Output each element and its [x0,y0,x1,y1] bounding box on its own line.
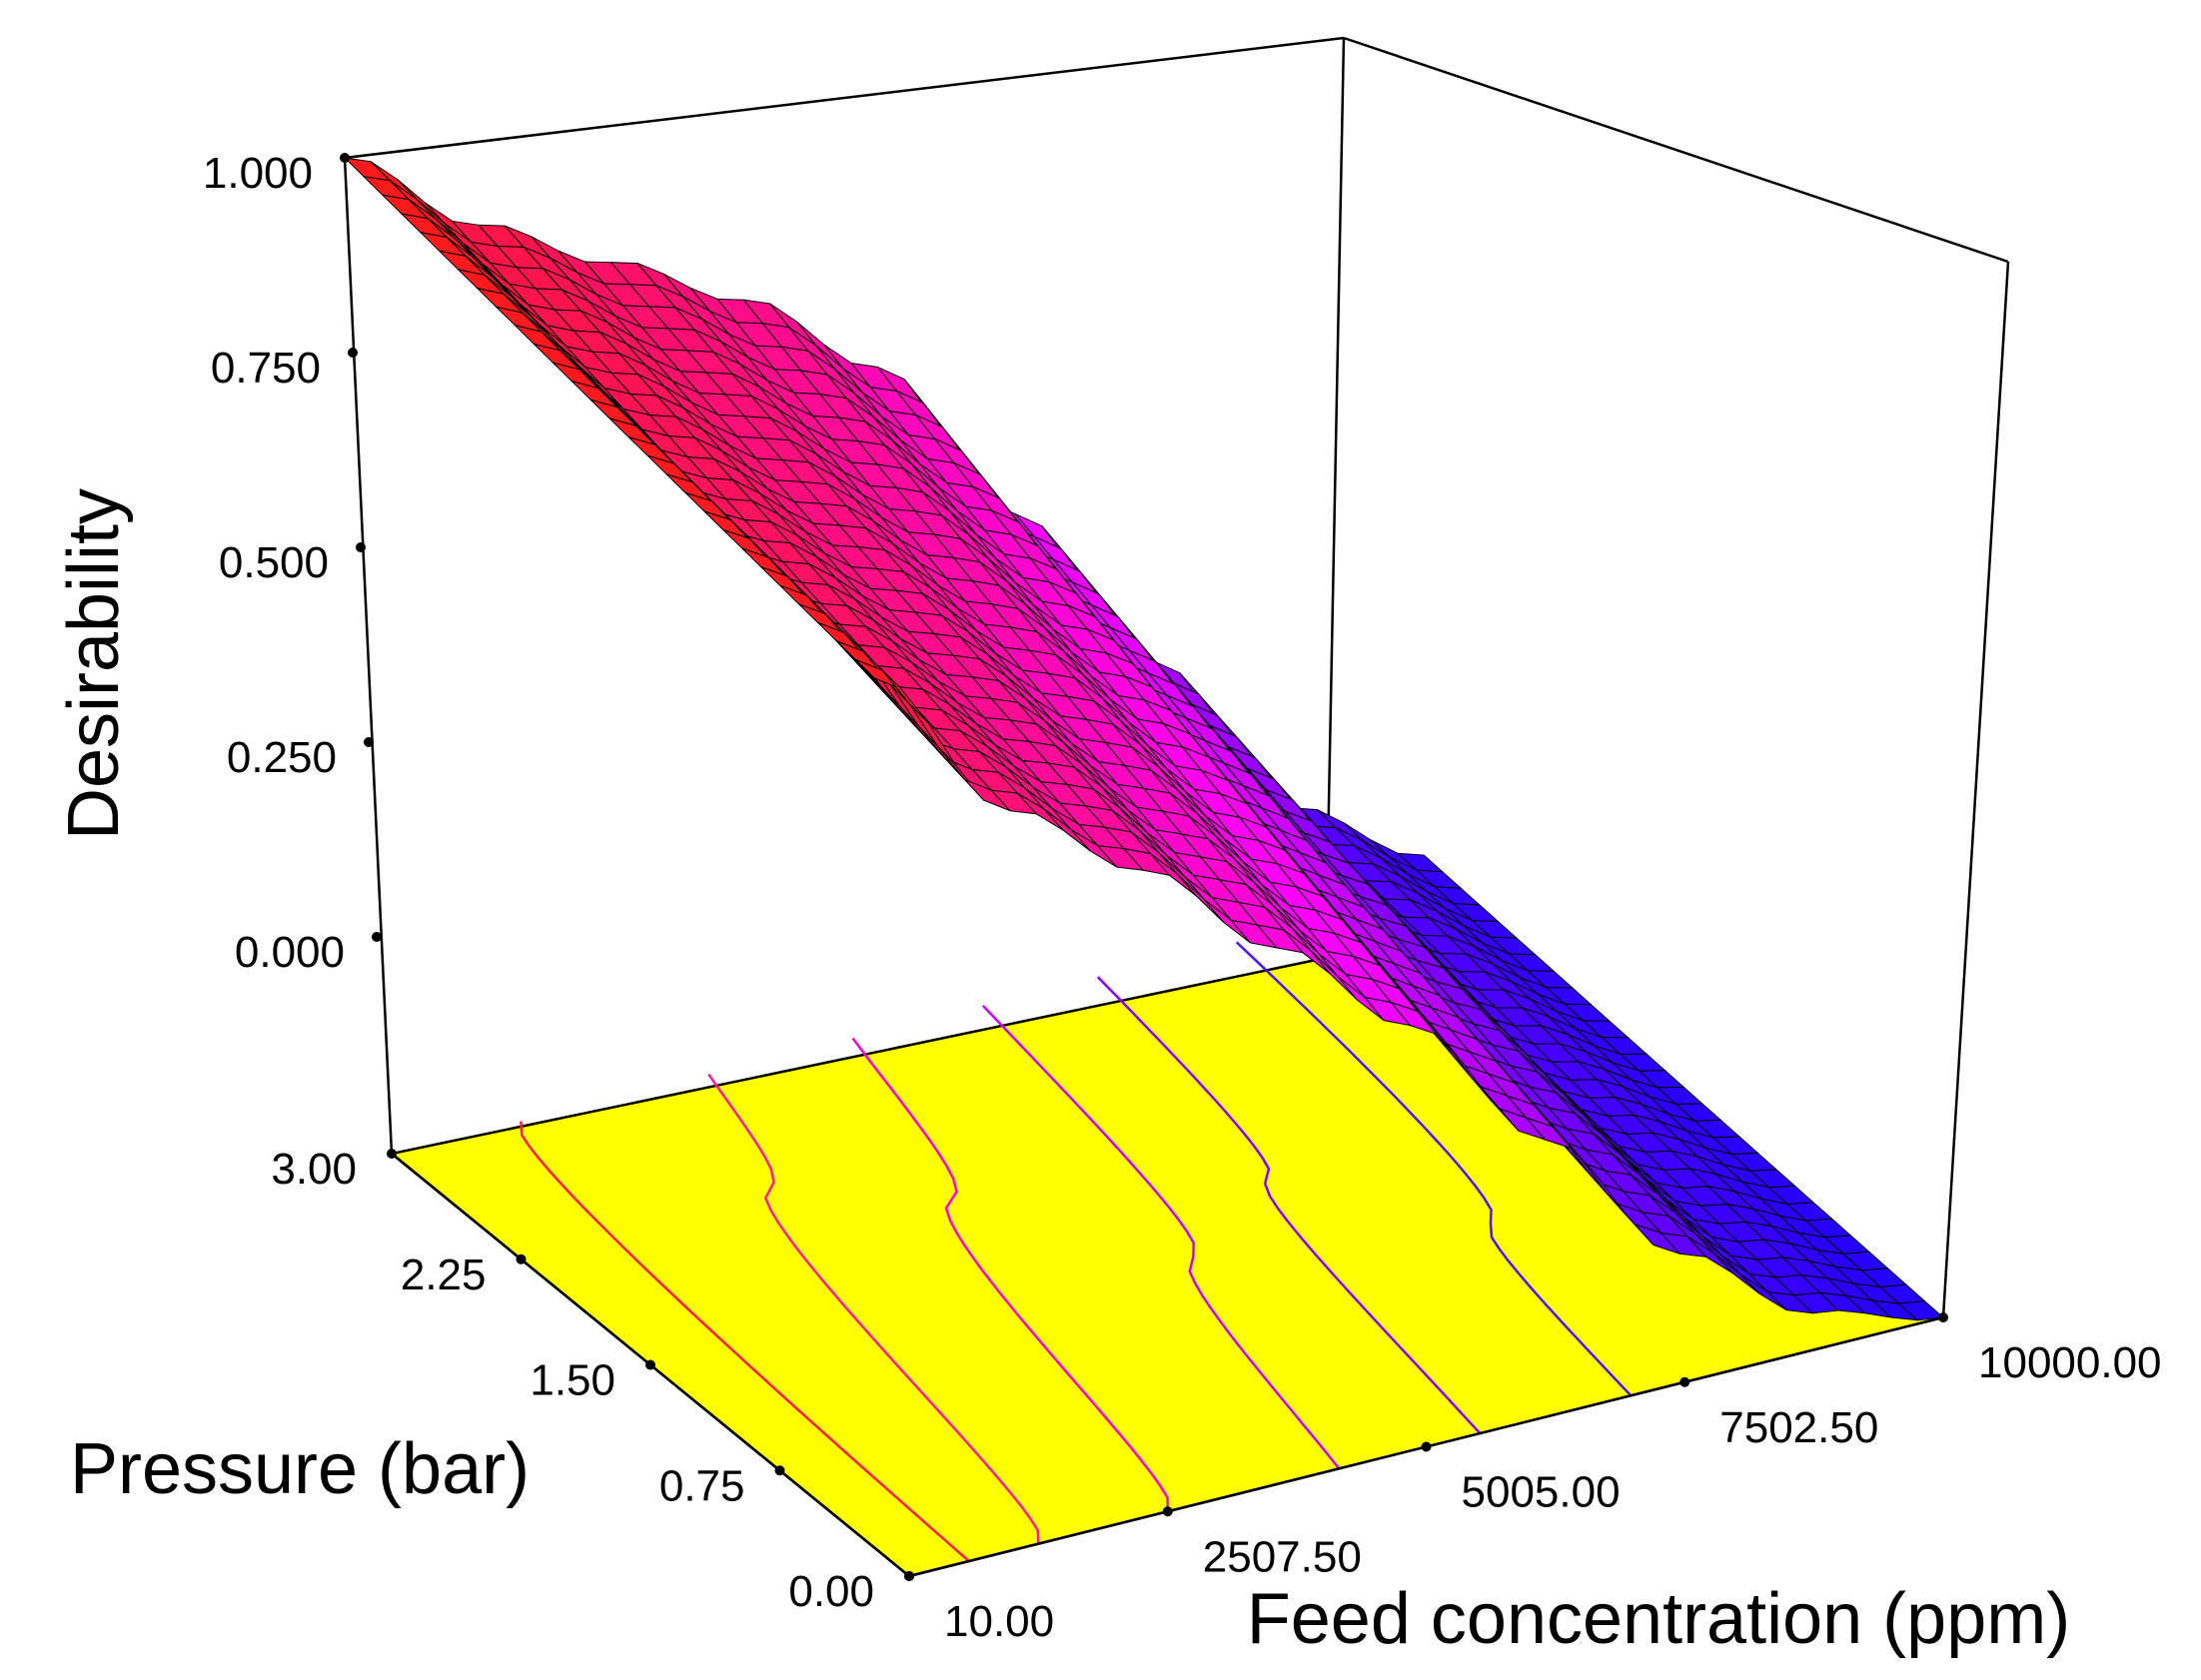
y-tick-mark [645,1359,655,1370]
z-tick-mark [348,348,358,358]
floor-contours [520,941,1633,1562]
y-tick-label: 0.00 [788,1567,874,1616]
z-tick-label: 0.750 [211,344,321,393]
x-tick-mark [904,1571,914,1581]
x-tick-label: 2507.50 [1203,1532,1362,1581]
y-tick-mark [774,1465,785,1476]
y-tick-label: 0.75 [659,1461,745,1510]
x-tick-label: 5005.00 [1462,1468,1621,1517]
y-axis-label: Pressure (bar) [70,1429,530,1509]
frame-top-right-edge [1343,36,2009,264]
y-tick-label: 3.00 [271,1145,357,1194]
x-tick-mark [1679,1376,1690,1387]
z-tick-label: 1.000 [203,149,313,198]
x-tick-mark [1421,1441,1432,1452]
contour-line [981,1005,1341,1470]
frame-right-vertical-edge [1941,261,2010,1318]
y-axis-ticks: 3.00 2.25 1.50 0.75 0.00 [271,1145,914,1616]
x-axis-ticks: 10.00 2507.50 5005.00 7502.50 10000.00 [904,1312,2162,1646]
frame-back-vertical-edge [1324,37,1346,959]
contour-line [1096,976,1482,1434]
contour-line [520,1121,970,1562]
z-tick-label: 0.500 [219,538,329,587]
z-tick-label: 0.000 [235,928,345,977]
z-axis-label: Desirability [54,488,134,840]
z-tick-mark [356,542,366,552]
desirability-surface [343,157,1945,1321]
z-tick-mark [340,153,350,163]
x-tick-label: 10.00 [944,1597,1054,1646]
frame-left-vertical-edge [343,157,394,1155]
z-tick-mark [364,737,374,747]
y-tick-label: 2.25 [401,1251,487,1299]
contour-line [851,1037,1169,1512]
y-tick-mark [387,1149,397,1159]
z-tick-mark [372,932,382,942]
contour-line [707,1073,1040,1544]
z-axis-ticks: 1.000 0.750 0.500 0.250 0.000 [203,149,382,977]
x-tick-label: 10000.00 [1978,1338,2162,1387]
x-axis-label: Feed concentration (ppm) [1247,1579,2070,1659]
frame-top-left-edge [344,36,1345,160]
x-tick-mark [1162,1506,1173,1517]
z-tick-label: 0.250 [227,733,337,782]
x-tick-label: 7502.50 [1719,1403,1878,1452]
contour-line [1235,941,1633,1397]
box-back-frame [343,36,2010,1318]
y-tick-label: 1.50 [530,1356,615,1405]
y-tick-mark [516,1254,527,1264]
x-tick-mark [1938,1312,1948,1322]
